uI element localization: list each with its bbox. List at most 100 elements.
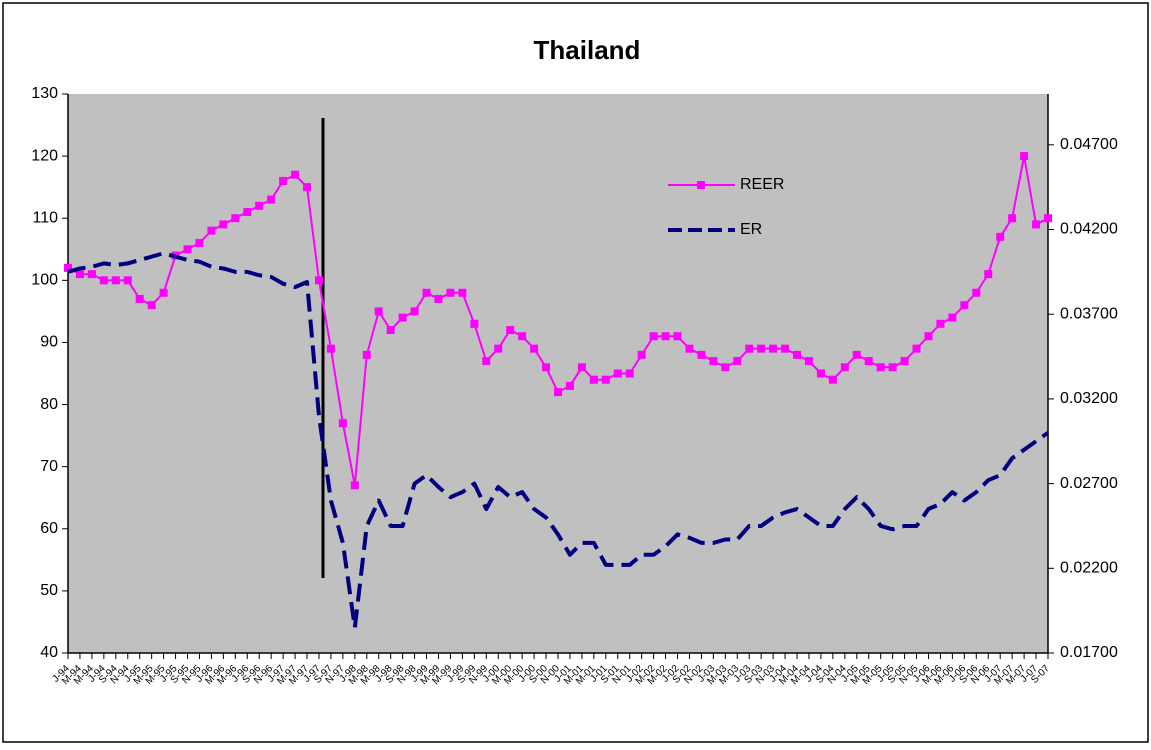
legend-label: ER: [740, 221, 762, 238]
series-line: [67, 251, 1050, 630]
y-tick-label: 40: [40, 644, 58, 661]
y2-tick-label: 0.03200: [1060, 390, 1118, 407]
series-marker: [649, 332, 658, 341]
series-marker: [685, 344, 694, 353]
series-marker: [888, 363, 897, 372]
series-marker: [589, 375, 598, 384]
series-marker: [697, 350, 706, 359]
series-marker: [577, 363, 586, 372]
series-marker: [1020, 152, 1029, 161]
series-marker: [745, 344, 754, 353]
y2-tick-label: 0.02200: [1060, 560, 1118, 577]
series-marker: [1032, 220, 1041, 229]
legend-label: REER: [740, 176, 784, 193]
series-marker: [709, 357, 718, 366]
series-marker: [159, 288, 168, 297]
y-tick-label: 90: [40, 334, 58, 351]
series-marker: [386, 326, 395, 335]
series-marker: [338, 419, 347, 428]
series-marker: [494, 344, 503, 353]
series-marker: [948, 313, 957, 322]
series-marker: [852, 350, 861, 359]
series-marker: [99, 276, 108, 285]
series-marker: [936, 319, 945, 328]
y2-tick-label: 0.04700: [1060, 136, 1118, 153]
series-marker: [87, 270, 96, 279]
series-marker: [960, 301, 969, 310]
y-tick-label: 60: [40, 520, 58, 537]
series-marker: [637, 350, 646, 359]
series-marker: [530, 344, 539, 353]
series-marker: [793, 350, 802, 359]
series-marker: [804, 357, 813, 366]
series-marker: [64, 263, 72, 272]
series-marker: [482, 357, 491, 366]
chart-title: Thailand: [534, 35, 641, 65]
series-marker: [984, 270, 993, 279]
series-marker: [757, 344, 766, 353]
series-marker: [613, 369, 622, 378]
y-tick-label: 100: [31, 272, 58, 289]
series-marker: [565, 381, 574, 390]
plot-area: [68, 94, 1048, 653]
y-tick-label: 130: [31, 85, 58, 102]
y2-tick-label: 0.02700: [1060, 475, 1118, 492]
series-marker: [840, 363, 849, 372]
series-marker: [876, 363, 885, 372]
series-marker: [625, 369, 634, 378]
series-marker: [996, 232, 1005, 241]
series-marker: [123, 276, 132, 285]
series-marker: [398, 313, 407, 322]
series-marker: [255, 201, 264, 210]
series-marker: [422, 288, 431, 297]
series-marker: [446, 288, 455, 297]
series-marker: [721, 363, 730, 372]
series-marker: [243, 208, 252, 217]
series-marker: [769, 344, 778, 353]
series-marker: [864, 357, 873, 366]
series-marker: [518, 332, 527, 341]
series-marker: [183, 245, 192, 254]
y-tick-label: 80: [40, 396, 58, 413]
series-marker: [781, 344, 790, 353]
y-tick-label: 110: [32, 209, 58, 226]
series-marker: [900, 357, 909, 366]
series-marker: [554, 388, 562, 397]
legend-marker: [697, 181, 705, 189]
y2-tick-label: 0.04200: [1060, 221, 1118, 238]
series-marker: [291, 170, 300, 179]
series-marker: [314, 276, 323, 285]
series-marker: [972, 288, 981, 297]
y2-tick-label: 0.01700: [1060, 644, 1118, 661]
series-marker: [601, 375, 610, 384]
series-marker: [267, 195, 276, 204]
series-marker: [135, 294, 144, 303]
y2-tick-label: 0.03700: [1060, 305, 1118, 322]
series-marker: [219, 220, 228, 229]
series-marker: [912, 344, 921, 353]
series-marker: [506, 326, 515, 335]
series-marker: [350, 481, 359, 490]
series-marker: [458, 288, 467, 297]
series-marker: [362, 350, 371, 359]
series-marker: [326, 344, 335, 353]
series-marker: [195, 239, 204, 248]
series-marker: [1044, 214, 1052, 223]
y-tick-label: 70: [40, 458, 58, 475]
series-marker: [374, 307, 383, 316]
series-marker: [542, 363, 551, 372]
series-marker: [673, 332, 682, 341]
series-marker: [470, 319, 479, 328]
series-marker: [207, 226, 216, 235]
series-marker: [303, 183, 312, 192]
series-marker: [147, 301, 156, 310]
series-marker: [733, 357, 742, 366]
series-marker: [279, 176, 288, 185]
series-marker: [434, 294, 443, 303]
series-marker: [816, 369, 825, 378]
series-marker: [1008, 214, 1017, 223]
series-marker: [410, 307, 419, 316]
series-marker: [111, 276, 120, 285]
y-tick-label: 120: [31, 147, 58, 164]
